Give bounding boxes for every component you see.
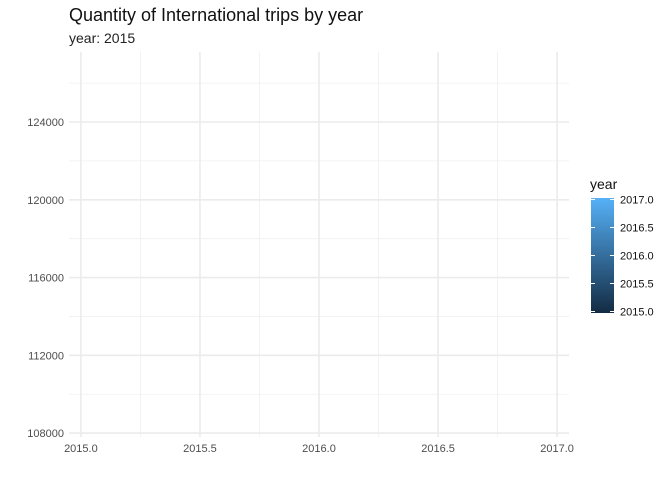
x-axis-tick-labels: 2015.0 2015.5 2016.0 2016.5 2017.0 bbox=[64, 443, 574, 455]
color-legend: year 2015.0 2015.5 2016.0 2016.5 2017.0 bbox=[590, 176, 654, 319]
y-tick-label: 124000 bbox=[27, 117, 64, 129]
legend-tick-label: 2016.0 bbox=[620, 251, 654, 263]
x-tick-label: 2016.5 bbox=[421, 443, 455, 455]
x-tick-label: 2016.0 bbox=[302, 443, 336, 455]
y-tick-label: 108000 bbox=[27, 428, 64, 440]
legend-tick-label: 2016.5 bbox=[620, 223, 654, 235]
legend-tick-label: 2015.0 bbox=[620, 307, 654, 319]
major-gridlines bbox=[69, 52, 569, 437]
x-tick-label: 2015.0 bbox=[64, 443, 98, 455]
y-axis-tick-labels: 108000 112000 116000 120000 124000 bbox=[27, 117, 64, 440]
y-tick-label: 116000 bbox=[28, 273, 64, 285]
legend-title: year bbox=[590, 176, 618, 192]
chart-title: Quantity of International trips by year bbox=[69, 5, 364, 25]
legend-tick-labels: 2015.0 2015.5 2016.0 2016.5 2017.0 bbox=[591, 195, 654, 319]
y-tick-label: 120000 bbox=[27, 195, 64, 207]
y-tick-label: 112000 bbox=[28, 350, 64, 362]
legend-tick-label: 2015.5 bbox=[620, 279, 654, 291]
legend-tick-label: 2017.0 bbox=[620, 195, 654, 207]
x-tick-label: 2015.5 bbox=[183, 443, 217, 455]
x-tick-label: 2017.0 bbox=[540, 443, 574, 455]
legend-colorbar bbox=[591, 198, 614, 313]
chart-subtitle: year: 2015 bbox=[69, 30, 136, 46]
